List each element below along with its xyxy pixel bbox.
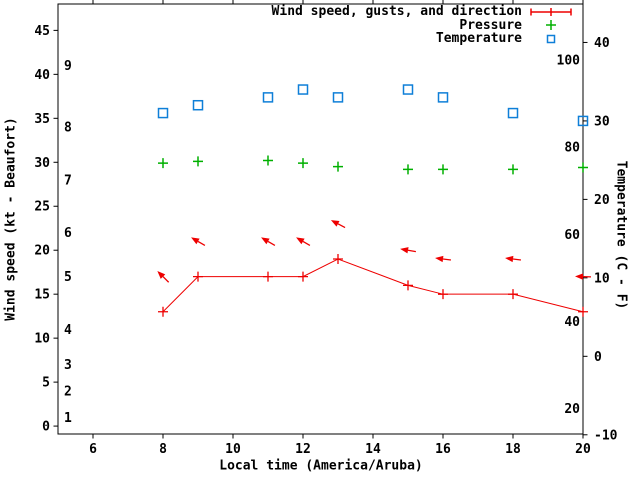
- beaufort-label: 2: [64, 384, 72, 399]
- wind-speed-point: [438, 289, 448, 300]
- x-tick-label: 18: [505, 442, 521, 457]
- wind-speed-point: [298, 271, 308, 282]
- wind-direction-arrow-head: [435, 255, 444, 263]
- x-tick-label: 8: [159, 442, 167, 457]
- x-tick-label: 12: [295, 442, 311, 457]
- pressure-point: [193, 156, 203, 167]
- y-left-tick-label: 0: [42, 420, 50, 435]
- wind-speed-point: [263, 271, 273, 282]
- fahrenheit-label: 100: [557, 53, 581, 68]
- x-tick-label: 14: [365, 442, 381, 457]
- temperature-point: [332, 92, 344, 103]
- y-left-tick-label: 35: [34, 112, 50, 127]
- wind-speed-point: [403, 280, 413, 291]
- y-left-tick-label: 30: [34, 156, 50, 171]
- legend-label-temperature: Temperature: [435, 31, 522, 47]
- wind-direction-arrow-head: [157, 270, 166, 279]
- y-right-tick-label: 0: [594, 350, 602, 365]
- temperature-point: [577, 115, 589, 127]
- temperature-point: [437, 92, 449, 103]
- pressure-point: [508, 164, 518, 175]
- y-right-tick-label: -10: [594, 428, 618, 443]
- legend-label-pressure: Pressure: [459, 17, 522, 33]
- wind-direction-arrow-head: [330, 220, 340, 227]
- beaufort-label: 6: [64, 226, 72, 241]
- wind-errorbar-icon: [528, 6, 574, 18]
- wind-speed-point: [578, 306, 588, 317]
- y-left-tick-label: 45: [34, 24, 50, 39]
- temperature-square-icon: [528, 33, 574, 45]
- beaufort-label: 5: [64, 270, 72, 285]
- temperature-point: [192, 99, 204, 111]
- beaufort-label: 7: [64, 173, 72, 188]
- pressure-point: [438, 164, 448, 175]
- y-left-tick-label: 10: [34, 332, 50, 347]
- wind-direction-arrow-shaft: [337, 223, 346, 229]
- pressure-plus-icon: [528, 19, 574, 31]
- temperature-point: [297, 84, 309, 95]
- x-axis-label: Local time (America/Aruba): [219, 458, 423, 474]
- wind-speed-point: [508, 289, 518, 300]
- y-left-tick-label: 5: [42, 376, 50, 391]
- pressure-point: [333, 161, 343, 172]
- temperature-point: [402, 84, 414, 95]
- wind-direction-arrow-head: [505, 255, 514, 263]
- beaufort-label: 3: [64, 358, 72, 373]
- y-left-tick-label: 20: [34, 244, 50, 259]
- pressure-point: [263, 155, 273, 166]
- wind-direction-arrow-shaft: [407, 249, 416, 253]
- y-left-tick-label: 25: [34, 200, 50, 215]
- wind-speed-point: [158, 306, 168, 317]
- wind-direction-arrow-shaft: [267, 240, 276, 246]
- wind-direction-arrow-shaft: [162, 276, 170, 283]
- fahrenheit-label: 20: [564, 402, 580, 417]
- legend-item-wind: Wind speed, gusts, and direction: [272, 5, 574, 19]
- pressure-point: [578, 162, 588, 173]
- temperature-point: [262, 92, 274, 103]
- y-axis-label-left: Wind speed (kt - Beaufort): [3, 117, 19, 321]
- wind-direction-arrow-head: [575, 273, 584, 280]
- fahrenheit-label: 40: [564, 315, 580, 330]
- wind-direction-arrow-head: [191, 237, 200, 245]
- legend-label-wind: Wind speed, gusts, and direction: [271, 4, 522, 20]
- pressure-point: [403, 164, 413, 175]
- y-right-tick-label: 30: [594, 114, 610, 129]
- legend-item-temperature: Temperature: [272, 32, 574, 46]
- wind-direction-arrow-head: [261, 237, 270, 245]
- wind-direction-arrow-shaft: [442, 258, 452, 261]
- y-right-tick-label: 10: [594, 271, 610, 286]
- y-left-tick-label: 40: [34, 68, 50, 83]
- fahrenheit-label: 60: [564, 228, 580, 243]
- legend: Wind speed, gusts, and direction Pressur…: [272, 5, 574, 46]
- legend-item-pressure: Pressure: [272, 19, 574, 33]
- pressure-point: [298, 158, 308, 169]
- wind-direction-arrow-shaft: [197, 240, 206, 246]
- beaufort-label: 9: [64, 59, 72, 74]
- fahrenheit-label: 80: [564, 141, 580, 156]
- plot-border: [57, 3, 584, 435]
- beaufort-label: 8: [64, 121, 72, 136]
- wind-speed-point: [333, 254, 343, 265]
- y-axis-label-right: Temperature (C - F): [613, 160, 629, 310]
- x-tick-label: 6: [89, 442, 97, 457]
- y-left-tick-label: 15: [34, 288, 50, 303]
- wind-direction-arrow-head: [296, 237, 305, 245]
- x-tick-label: 20: [575, 442, 591, 457]
- wind-speed-line: [162, 258, 584, 313]
- pressure-point: [158, 158, 168, 169]
- wind-direction-arrow-head: [400, 247, 409, 254]
- temperature-point: [157, 107, 169, 119]
- wind-speed-point: [193, 271, 203, 282]
- beaufort-label: 1: [64, 411, 72, 426]
- wind-direction-arrow-shaft: [512, 258, 522, 261]
- temperature-point: [507, 107, 519, 119]
- beaufort-label: 4: [64, 323, 72, 338]
- y-right-tick-label: 20: [594, 193, 610, 208]
- y-right-tick-label: 40: [594, 36, 610, 51]
- x-tick-label: 10: [225, 442, 241, 457]
- wind-direction-arrow-shaft: [302, 240, 311, 246]
- x-tick-label: 16: [435, 442, 451, 457]
